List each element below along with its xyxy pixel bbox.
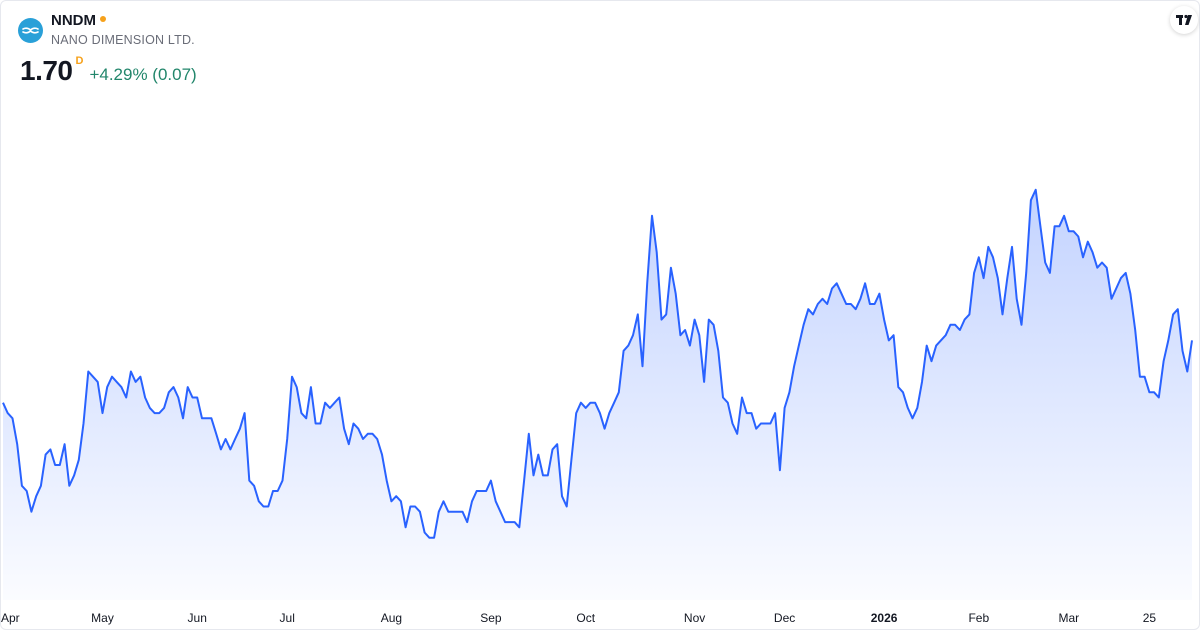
last-price: 1.70	[20, 55, 73, 86]
x-tick-label: Jun	[188, 611, 207, 625]
x-tick-label: Sep	[480, 611, 502, 625]
x-tick-label: Apr	[1, 611, 20, 625]
x-tick-label: Feb	[968, 611, 989, 625]
x-tick-label: Dec	[774, 611, 795, 625]
price-interval-badge: D	[75, 55, 84, 67]
price-area-fill	[3, 189, 1192, 601]
x-tick-label: Mar	[1058, 611, 1079, 625]
nano-dimension-logo-icon	[18, 18, 43, 43]
x-tick-label: Oct	[576, 611, 595, 625]
x-axis: Apr May Jun Jul Aug Sep Oct Nov Dec 2026 Feb Mar 25	[1, 611, 1156, 625]
ticker-row: NNDM	[51, 12, 106, 30]
company-name: NANO DIMENSION LTD.	[51, 33, 195, 47]
x-tick-label: Jul	[280, 611, 295, 625]
ticker-symbol[interactable]: NNDM	[51, 12, 96, 29]
price-line[interactable]	[2, 188, 1193, 539]
x-tick-label: 25	[1143, 611, 1157, 625]
x-tick-label: 2026	[871, 611, 898, 625]
tradingview-logo-icon[interactable]	[1170, 6, 1198, 34]
price-change: +4.29% (0.07)	[89, 65, 197, 84]
x-tick-label: Nov	[684, 611, 705, 625]
market-status-dot	[100, 16, 106, 22]
x-tick-label: Aug	[381, 611, 402, 625]
price-row: 1.70 D +4.29% (0.07)	[20, 55, 197, 87]
x-tick-label: May	[91, 611, 114, 625]
